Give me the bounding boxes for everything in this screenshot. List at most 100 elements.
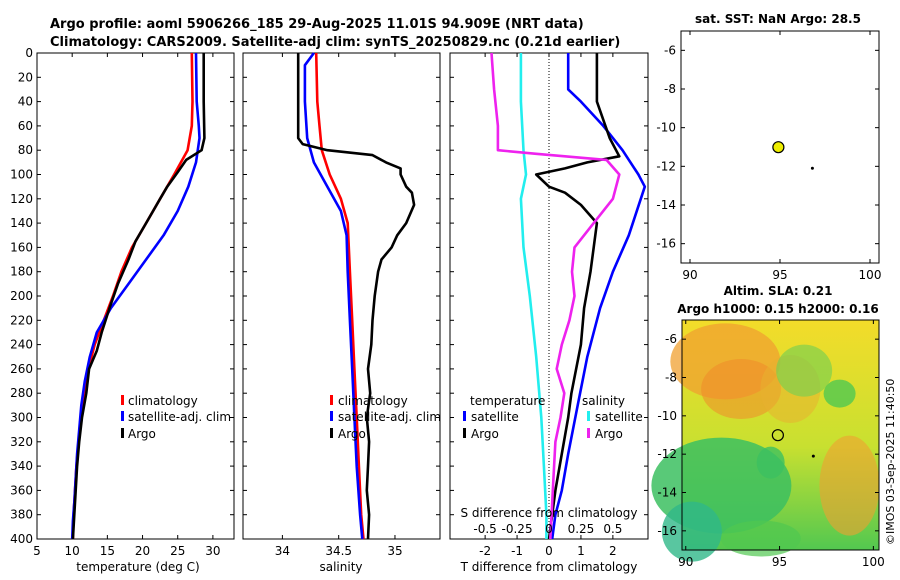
x-tick-label: 20 <box>135 544 150 558</box>
sla-anomaly-region <box>701 359 782 419</box>
y-tick-label: 300 <box>10 411 33 425</box>
s-difference-label: S difference from climatology <box>461 506 638 520</box>
y-tick-label: 380 <box>10 508 33 522</box>
x-tick-label: 34.5 <box>325 544 352 558</box>
legend-title-temperature: temperature <box>470 394 545 408</box>
sla-anomaly-region <box>776 344 833 397</box>
x-tick-label: 95 <box>772 555 787 569</box>
s-diff-tick-label: -0.25 <box>502 522 533 536</box>
y-tick-label: 320 <box>10 435 33 449</box>
legend-label-temp-satellite: satellite <box>471 410 519 424</box>
y-tick-label: 120 <box>10 192 33 206</box>
sla-anomaly-region <box>756 446 785 479</box>
y-tick-label: -16 <box>657 524 677 538</box>
temperature-xlabel: temperature (deg C) <box>76 560 199 574</box>
legend-label-temp-argo: Argo <box>471 427 499 441</box>
series-line-satellite-adj-clim <box>303 52 364 540</box>
y-tick-label: -12 <box>657 447 677 461</box>
series-line-climatology <box>314 52 365 540</box>
salinity-panel: 34 34.5 35 <box>242 52 441 558</box>
x-tick-label: 90 <box>682 268 697 282</box>
argo-position-marker <box>772 141 785 154</box>
s-diff-tick-label: 0.5 <box>603 522 622 536</box>
copyright-stamp: ©IMOS 03-Sep-2025 11:40:50 <box>884 379 897 545</box>
sla-map: 90 95 100 -6 -8 -10 -12 -14 -16 <box>651 319 885 569</box>
legend-swatch-argo <box>121 428 124 438</box>
temperature-panel: 0 20 40 60 80 100 120 140 160 180 200 220 240 260 280 3… <box>10 46 235 558</box>
x-tick-label: 35 <box>387 544 402 558</box>
legend-label-argo: Argo <box>128 427 156 441</box>
legend-swatch-temp-satellite <box>463 411 466 421</box>
s-diff-tick-label: 0 <box>545 522 553 536</box>
x-tick-label: 34 <box>275 544 290 558</box>
x-tick-label: 15 <box>100 544 115 558</box>
figure-title-line2: Climatology: CARS2009. Satellite-adj cli… <box>50 35 620 50</box>
x-tick-label: 95 <box>772 268 787 282</box>
salinity-legend: climatology satellite-adj. clim Argo <box>330 394 441 441</box>
x-tick-label: -2 <box>479 544 491 558</box>
y-tick-label: 280 <box>10 386 33 400</box>
legend-swatch-climatology <box>330 395 333 405</box>
x-tick-label: 2 <box>609 544 617 558</box>
x-tick-label: 100 <box>859 268 882 282</box>
y-tick-label: -8 <box>664 82 676 96</box>
x-tick-label: 30 <box>205 544 220 558</box>
y-tick-label: 220 <box>10 313 33 327</box>
x-tick-label: 25 <box>170 544 185 558</box>
y-tick-label: 160 <box>10 240 33 254</box>
y-tick-label: -14 <box>656 198 676 212</box>
sla-map-title-line1: Altim. SLA: 0.21 <box>724 284 833 298</box>
sla-map-title-line2: Argo h1000: 0.15 h2000: 0.16 <box>677 302 878 316</box>
legend-label-satellite: satellite-adj. clim <box>338 410 441 424</box>
figure-title-line1: Argo profile: aoml 5906266_185 29-Aug-20… <box>50 17 584 32</box>
legend-swatch-sal-argo <box>587 428 590 438</box>
legend-swatch-climatology <box>121 395 124 405</box>
x-tick-label: 100 <box>862 555 885 569</box>
sla-anomaly-region <box>819 435 880 536</box>
sla-anomaly-region <box>661 501 722 562</box>
series-line-salinity-argo <box>490 52 621 540</box>
y-tick-label: -6 <box>664 43 676 57</box>
x-tick-label: 10 <box>65 544 80 558</box>
plot-frame <box>36 52 235 540</box>
x-tick-label: 0 <box>545 544 553 558</box>
series-line-temperature-argo <box>534 53 621 540</box>
salinity-xlabel: salinity <box>319 560 362 574</box>
float-track-marker <box>811 454 815 458</box>
y-tick-label: 60 <box>18 119 33 133</box>
temperature-legend: climatology satellite-adj. clim Argo <box>121 394 231 441</box>
legend-label-sal-satellite: satellite <box>595 410 643 424</box>
legend-label-climatology: climatology <box>338 394 408 408</box>
y-tick-label: 100 <box>10 168 33 182</box>
x-tick-label: 5 <box>33 544 41 558</box>
sla-anomaly-region <box>823 379 856 408</box>
legend-swatch-sal-satellite <box>587 411 590 421</box>
series-line-argo <box>296 53 416 540</box>
legend-swatch-satellite <box>121 411 124 421</box>
x-tick-label: 1 <box>577 544 585 558</box>
y-tick-label: 80 <box>18 143 33 157</box>
legend-label-sal-argo: Argo <box>595 427 623 441</box>
y-tick-label: 20 <box>18 70 33 84</box>
s-diff-tick-label: 0.25 <box>568 522 595 536</box>
x-tick-label: 90 <box>678 555 693 569</box>
legend-swatch-argo <box>330 428 333 438</box>
difference-panel: -2 -1 0 1 2 -0.5 -0.25 0 0.25 0.5 <box>449 52 649 558</box>
y-tick-label: 260 <box>10 362 33 376</box>
y-tick-label: -6 <box>665 332 677 346</box>
y-tick-label: 200 <box>10 289 33 303</box>
y-tick-label: -10 <box>656 121 676 135</box>
legend-title-salinity: salinity <box>582 394 625 408</box>
plot-frame <box>242 52 441 540</box>
series-line-temperature-satellite <box>550 53 647 540</box>
y-tick-label: 240 <box>10 338 33 352</box>
y-tick-label: 140 <box>10 216 33 230</box>
sla-anomaly-region <box>720 520 801 557</box>
x-tick-label: -1 <box>511 544 523 558</box>
legend-label-argo: Argo <box>338 427 366 441</box>
sst-map: 90 95 100 -6 -8 -10 -12 -14 -16 <box>656 30 882 282</box>
y-tick-label: 180 <box>10 265 33 279</box>
s-diff-tick-label: -0.5 <box>473 522 496 536</box>
y-tick-label: -16 <box>656 237 676 251</box>
